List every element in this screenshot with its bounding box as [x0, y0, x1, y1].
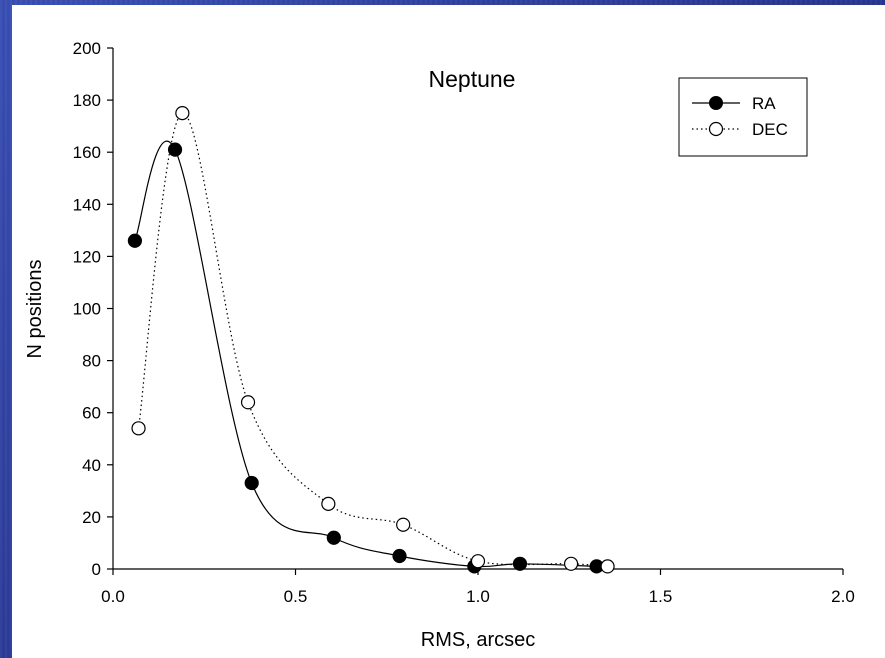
series-dec-point	[600, 559, 615, 574]
y-tick-label: 200	[73, 39, 101, 58]
legend-dec-label: DEC	[752, 120, 788, 139]
legend-ra-label: RA	[752, 94, 776, 113]
y-axis-title: N positions	[24, 260, 46, 359]
y-tick-label: 0	[92, 560, 101, 579]
y-tick-label: 120	[73, 247, 101, 266]
series-ra-point	[326, 530, 341, 545]
chart-title: Neptune	[429, 66, 516, 92]
series-ra-point	[392, 548, 407, 564]
x-tick-label: 0.5	[284, 587, 308, 606]
y-tick-label: 100	[73, 300, 101, 319]
series-dec-line	[137, 112, 608, 567]
legend: RA DEC	[678, 77, 808, 157]
series-dec-point	[240, 395, 256, 410]
x-tick-label: 1.0	[466, 587, 490, 606]
series-dec-point	[470, 554, 486, 569]
series-dec-point	[563, 556, 579, 571]
y-tick-label: 80	[82, 352, 101, 371]
x-tick-label: 0.0	[101, 587, 125, 606]
series-dec-point	[131, 421, 146, 436]
series-dec-point	[396, 517, 411, 532]
series-layer	[127, 106, 615, 574]
series-ra-point	[244, 475, 259, 491]
x-tick-label: 1.5	[649, 587, 673, 606]
series-ra-point	[127, 233, 142, 248]
y-tick-label: 140	[73, 195, 101, 214]
legend-box	[678, 77, 808, 157]
x-tick-label: 2.0	[831, 587, 855, 606]
legend-ra-marker	[709, 96, 723, 110]
y-tick-label: 20	[82, 508, 101, 527]
series-dec-point	[321, 496, 336, 511]
series-dec-point	[175, 106, 190, 121]
series-ra-point	[167, 142, 183, 157]
y-tick-label: 60	[82, 404, 101, 423]
y-tick-label: 180	[73, 91, 101, 110]
series-ra-line	[134, 140, 597, 568]
series-ra-point	[512, 556, 528, 571]
x-ticks: 0.0 0.5 1.0 1.5 2.0	[101, 569, 855, 606]
y-tick-label: 160	[73, 143, 101, 162]
legend-dec-marker	[708, 121, 724, 137]
y-ticks: 0 20 40 60 80 100 120 140 160 180 200	[73, 39, 113, 579]
x-axis-title: RMS, arcsec	[421, 629, 535, 651]
y-tick-label: 40	[82, 456, 101, 475]
